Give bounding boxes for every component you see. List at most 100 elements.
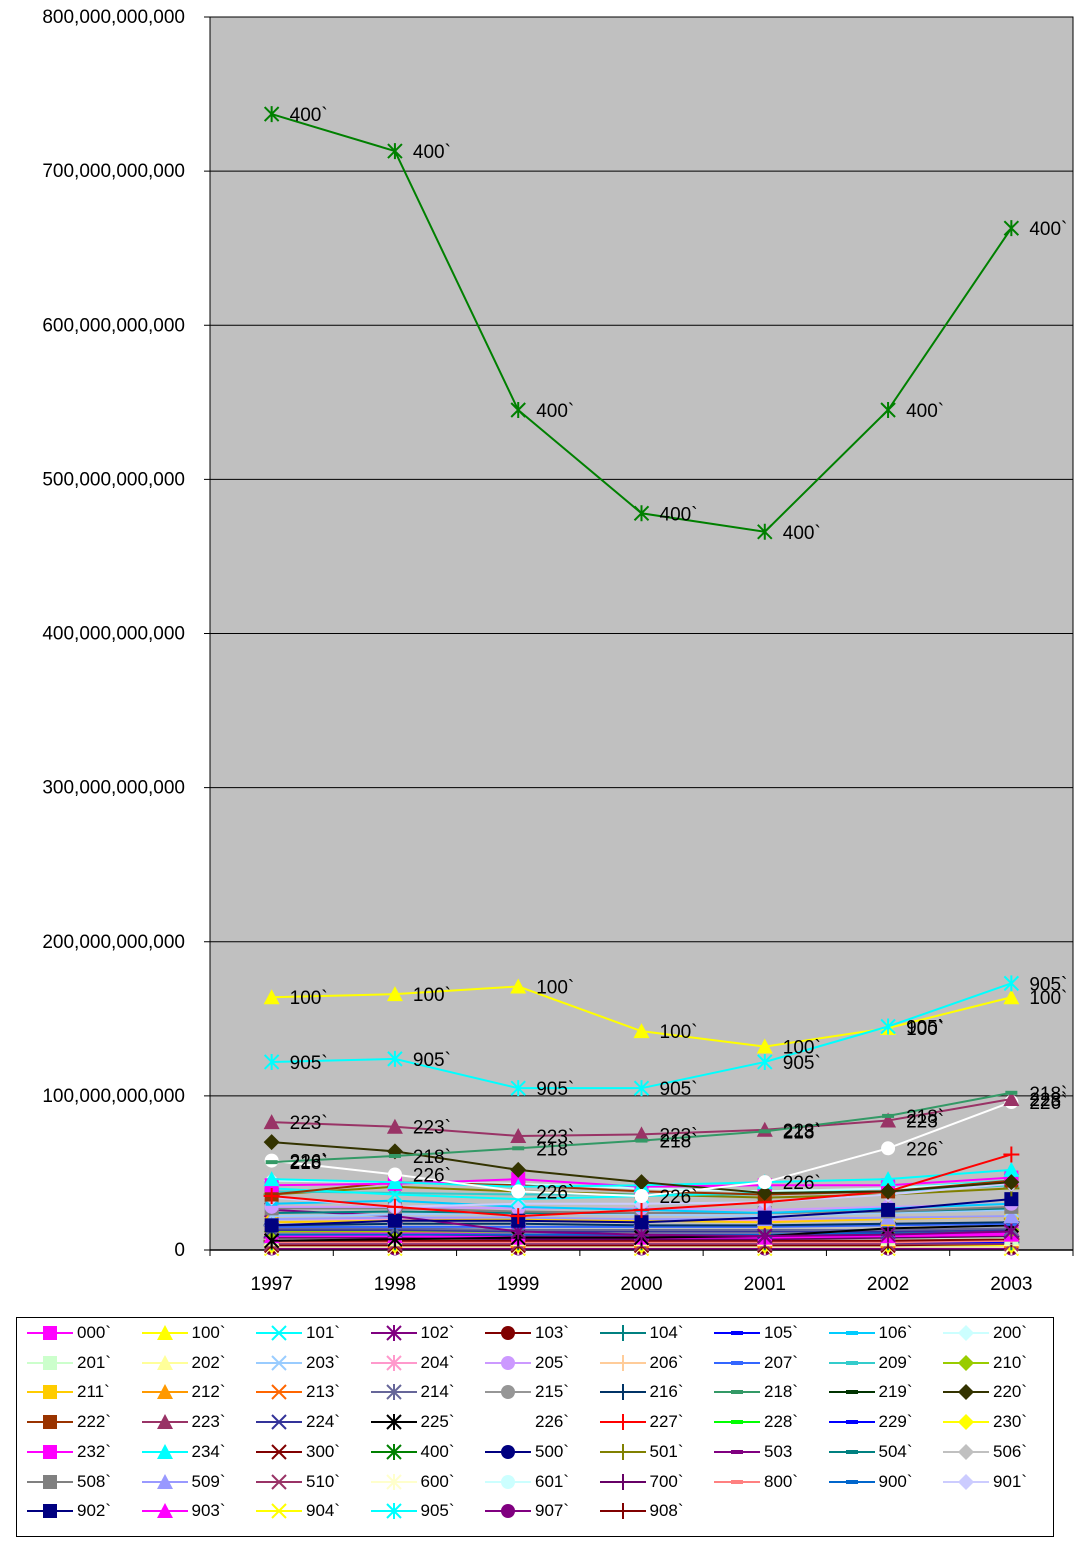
legend-item: 223`: [140, 1413, 256, 1431]
legend-label: 232`: [77, 1443, 111, 1461]
legend-swatch: [254, 1502, 304, 1520]
legend-item: 509`: [140, 1473, 256, 1491]
legend-swatch: [140, 1354, 190, 1372]
legend-swatch: [140, 1324, 190, 1342]
legend-label: 230`: [993, 1413, 1027, 1431]
data-point: [43, 1326, 57, 1340]
legend-label: 229`: [879, 1413, 913, 1431]
data-point: [846, 1390, 858, 1394]
legend-swatch: [140, 1473, 190, 1491]
legend-swatch: [827, 1324, 877, 1342]
data-point: [958, 1355, 974, 1371]
legend-label: 500`: [535, 1443, 569, 1461]
x-tick-label: 2001: [744, 1274, 786, 1295]
data-point: [636, 1139, 648, 1143]
data-point: [615, 1325, 631, 1341]
data-point: [881, 1203, 895, 1217]
legend: 000` 100` 101` 102` 103` 104` 105` 106` 200` 201`…: [16, 1317, 1054, 1537]
data-label: 905`: [413, 1050, 451, 1071]
legend-item: 900`: [827, 1473, 943, 1491]
data-point: [501, 1385, 515, 1399]
data-label: 100`: [536, 977, 574, 998]
legend-swatch: [254, 1354, 304, 1372]
data-point: [511, 1184, 525, 1198]
legend-item: 102`: [369, 1324, 485, 1342]
legend-label: 105`: [764, 1324, 798, 1342]
legend-item: 104`: [598, 1324, 714, 1342]
y-tick-label: 500,000,000,000: [42, 469, 185, 490]
data-label: 400`: [536, 401, 574, 422]
legend-label: 200`: [993, 1324, 1027, 1342]
y-tick-label: 700,000,000,000: [42, 161, 185, 182]
data-label: 400`: [413, 142, 451, 163]
legend-label: 216`: [650, 1383, 684, 1401]
data-point: [846, 1361, 858, 1365]
legend-swatch: [369, 1413, 419, 1431]
legend-item: 601`: [483, 1473, 599, 1491]
legend-swatch: [827, 1443, 877, 1461]
legend-label: 213`: [306, 1383, 340, 1401]
legend-label: 101`: [306, 1324, 340, 1342]
legend-label: 225`: [421, 1413, 455, 1431]
legend-swatch: [140, 1383, 190, 1401]
legend-item: 700`: [598, 1473, 714, 1491]
legend-swatch: [483, 1383, 533, 1401]
legend-item: 205`: [483, 1354, 599, 1372]
legend-item: 213`: [254, 1383, 370, 1401]
legend-swatch: [941, 1443, 991, 1461]
data-point: [846, 1420, 858, 1424]
y-tick-label: 800,000,000,000: [42, 7, 185, 28]
legend-label: 902`: [77, 1502, 111, 1520]
legend-label: 503: [764, 1443, 792, 1461]
legend-swatch: [369, 1383, 419, 1401]
legend-item: 206`: [598, 1354, 714, 1372]
legend-label: 800`: [764, 1473, 798, 1491]
legend-swatch: [483, 1443, 533, 1461]
legend-swatch: [598, 1413, 648, 1431]
data-point: [731, 1361, 743, 1365]
legend-swatch: [254, 1383, 304, 1401]
data-label: 905`: [783, 1053, 821, 1074]
legend-label: 203`: [306, 1354, 340, 1372]
data-point: [266, 1160, 278, 1164]
data-label: 226`: [413, 1165, 451, 1186]
data-label: 400`: [1029, 219, 1067, 240]
legend-item: 510`: [254, 1473, 370, 1491]
x-tick-label: 1999: [497, 1274, 539, 1295]
legend-label: 214`: [421, 1383, 455, 1401]
legend-swatch: [712, 1473, 762, 1491]
legend-label: 904`: [306, 1502, 340, 1520]
legend-item: 212`: [140, 1383, 256, 1401]
legend-swatch: [25, 1324, 75, 1342]
legend-swatch: [25, 1354, 75, 1372]
legend-swatch: [712, 1383, 762, 1401]
y-tick-label: 200,000,000,000: [42, 932, 185, 953]
legend-swatch: [254, 1443, 304, 1461]
data-point: [1005, 1091, 1017, 1095]
legend-label: 106`: [879, 1324, 913, 1342]
legend-label: 215`: [535, 1383, 569, 1401]
data-label: 226`: [906, 1139, 944, 1160]
data-point: [388, 1214, 402, 1228]
legend-swatch: [369, 1473, 419, 1491]
data-point: [882, 1114, 894, 1118]
data-point: [615, 1414, 631, 1430]
legend-item: 202`: [140, 1354, 256, 1372]
legend-swatch: [25, 1413, 75, 1431]
data-point: [43, 1415, 57, 1429]
data-label: 400`: [290, 105, 328, 126]
legend-item: 229`: [827, 1413, 943, 1431]
data-point: [615, 1384, 631, 1400]
legend-label: 905`: [421, 1502, 455, 1520]
legend-swatch: [941, 1324, 991, 1342]
data-point: [758, 1175, 772, 1189]
legend-item: 201`: [25, 1354, 141, 1372]
legend-item: 501`: [598, 1443, 714, 1461]
legend-swatch: [598, 1443, 648, 1461]
legend-label: 104`: [650, 1324, 684, 1342]
data-label: 223`: [290, 1113, 328, 1134]
data-label: 905`: [1029, 974, 1067, 995]
legend-item: 224`: [254, 1413, 370, 1431]
data-label: 100`: [660, 1022, 698, 1043]
legend-item: 908`: [598, 1502, 714, 1520]
